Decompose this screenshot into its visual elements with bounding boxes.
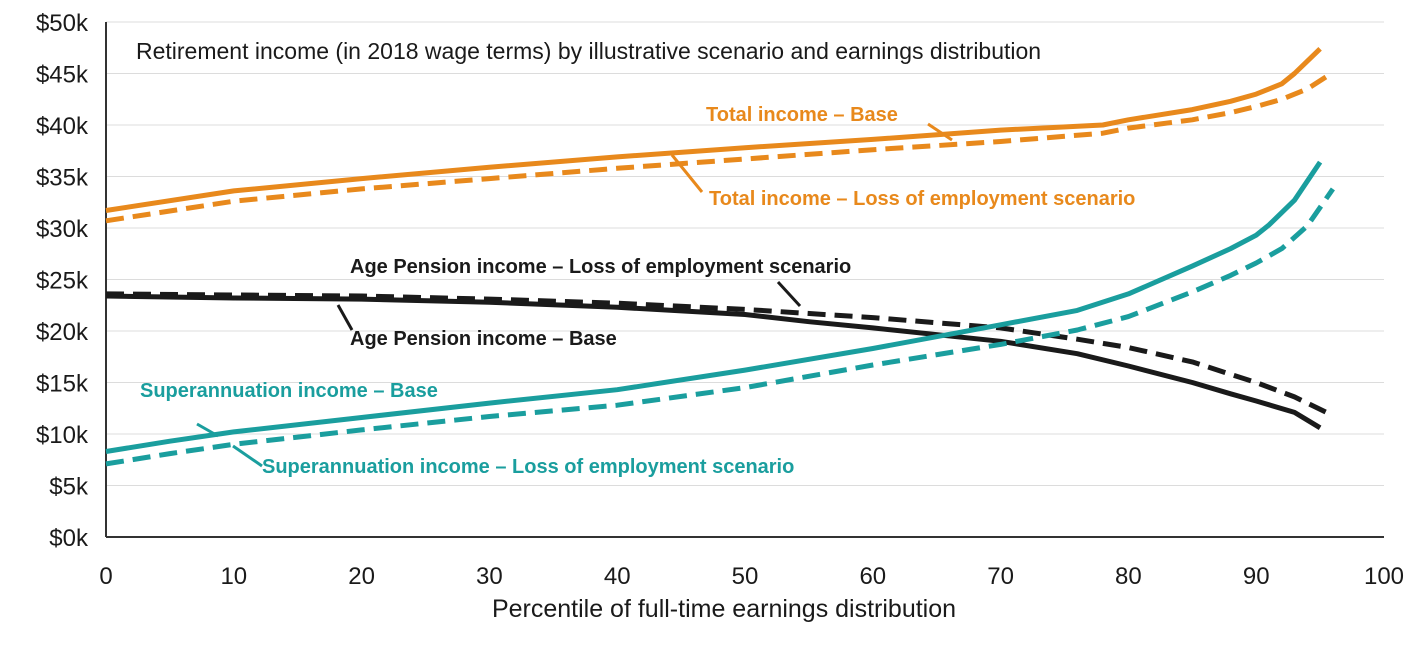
annotation-leaders xyxy=(196,122,953,468)
annotation-pension-base: Age Pension income – Base xyxy=(350,328,617,350)
y-tick-label: $5k xyxy=(49,474,89,501)
leader-pension-base xyxy=(336,304,354,331)
x-tick-labels: 0 10 20 30 40 50 60 70 80 90 100 xyxy=(99,563,1404,590)
y-tick-label: $20k xyxy=(36,319,89,346)
y-tick-label: $30k xyxy=(36,216,89,243)
leader-super-loss xyxy=(232,444,263,468)
x-tick-label: 80 xyxy=(1115,563,1142,590)
gridlines xyxy=(106,21,1384,486)
series-lines xyxy=(105,47,1335,467)
x-tick-label: 30 xyxy=(476,563,503,590)
y-tick-label: $40k xyxy=(36,113,89,140)
y-tick-label: $35k xyxy=(36,165,89,192)
series-line-4 xyxy=(105,160,1323,454)
x-tick-label: 90 xyxy=(1243,563,1270,590)
annotation-super-base: Superannuation income – Base xyxy=(140,380,438,402)
annotation-pension-loss: Age Pension income – Loss of employment … xyxy=(350,256,851,278)
x-tick-label: 0 xyxy=(99,563,112,590)
chart-title: Retirement income (in 2018 wage terms) b… xyxy=(136,38,1041,64)
annotation-super-loss: Superannuation income – Loss of employme… xyxy=(262,456,794,478)
series-line-5 xyxy=(105,187,1335,467)
series-line-0 xyxy=(105,47,1322,213)
x-tick-label: 20 xyxy=(348,563,375,590)
y-tick-label: $10k xyxy=(36,422,89,449)
y-tick-label: $45k xyxy=(36,62,89,89)
x-tick-label: 100 xyxy=(1364,563,1404,590)
series-line-3 xyxy=(105,291,1334,418)
x-tick-label: 40 xyxy=(604,563,631,590)
series-line-1 xyxy=(105,70,1335,224)
y-tick-label: $25k xyxy=(36,268,89,295)
x-tick-label: 50 xyxy=(732,563,759,590)
x-axis-title: Percentile of full-time earnings distrib… xyxy=(492,595,956,623)
leader-super-base xyxy=(196,422,219,438)
y-tick-label: $0k xyxy=(49,525,89,552)
annotation-total-loss: Total income – Loss of employment scenar… xyxy=(709,188,1135,210)
leader-total-base xyxy=(927,122,953,142)
leader-total-loss xyxy=(670,154,704,193)
annotations: Total income – Base Total income – Loss … xyxy=(140,104,1135,478)
y-tick-label: $15k xyxy=(36,371,89,398)
annotation-total-base: Total income – Base xyxy=(706,104,898,126)
y-tick-label: $50k xyxy=(36,10,89,37)
x-tick-label: 60 xyxy=(859,563,886,590)
series-line-2 xyxy=(105,293,1322,430)
x-tick-label: 10 xyxy=(220,563,247,590)
y-tick-labels: $0k $5k $10k $15k $20k $25k $30k $35k $40k $45k $5… xyxy=(36,10,89,552)
leader-pension-loss xyxy=(776,280,802,308)
x-tick-label: 70 xyxy=(987,563,1014,590)
